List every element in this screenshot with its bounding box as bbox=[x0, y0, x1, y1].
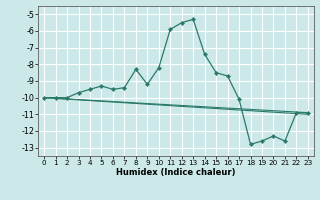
X-axis label: Humidex (Indice chaleur): Humidex (Indice chaleur) bbox=[116, 168, 236, 177]
